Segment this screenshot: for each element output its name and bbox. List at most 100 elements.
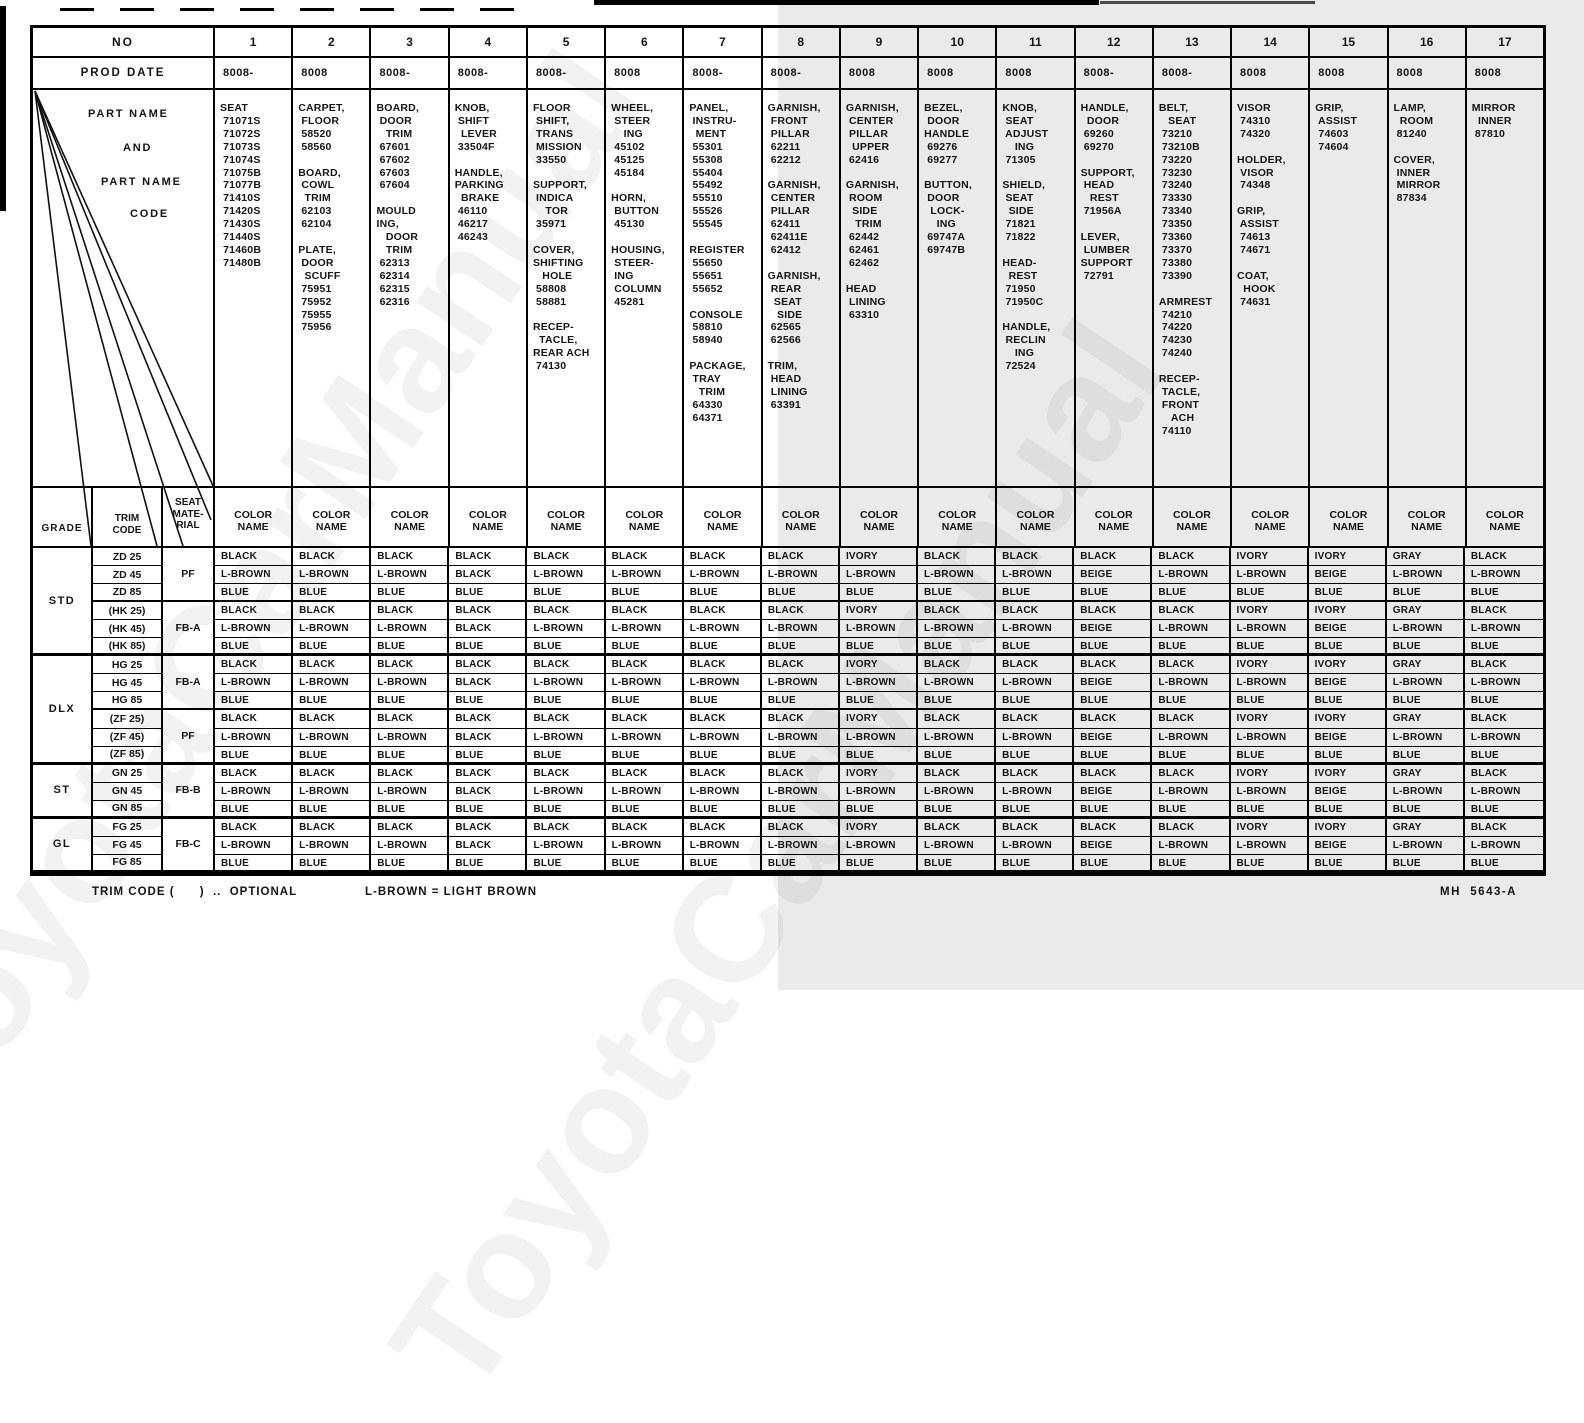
col-number-cell: 17	[1498, 35, 1512, 49]
color-cell: L-BROWN	[996, 728, 1075, 747]
color-cell: L-BROWN	[1152, 674, 1231, 693]
color-cell: BLACK	[1464, 710, 1543, 729]
color-cell: BLACK	[605, 710, 684, 729]
color-cell: BLACK	[449, 674, 528, 693]
color-cell: BLACK	[371, 818, 450, 837]
col-number-cell: 16	[1389, 28, 1467, 56]
color-cell: BLACK	[293, 602, 372, 621]
prod-date-cell: 8008-	[371, 58, 450, 88]
color-name-header-cell: COLOR NAME	[528, 488, 607, 546]
color-cell: L-BROWN	[1464, 783, 1543, 801]
color-cell: BLACK	[449, 602, 528, 621]
color-cell: L-BROWN	[605, 566, 684, 585]
color-cell: BLUE	[918, 854, 997, 873]
trim-code-cell: HG 85	[93, 692, 163, 711]
color-cell: BLUE	[996, 638, 1075, 657]
seat-material-cell: PF	[163, 710, 215, 765]
color-cell: BLACK	[761, 764, 840, 783]
color-cell: BEIGE	[1308, 728, 1387, 747]
seat-material-header-cell: SEAT MATE- RIAL	[172, 497, 204, 531]
color-cell: BEIGE	[1308, 836, 1387, 855]
color-cell: L-BROWN	[683, 836, 762, 855]
color-cell: BLUE	[527, 638, 606, 657]
footer-note-lbrown: L-BROWN = LIGHT BROWN	[365, 886, 538, 898]
parts-cell: KNOB, SHIFT LEVER 33504F HANDLE, PARKING…	[450, 90, 528, 486]
color-cell: BLUE	[293, 692, 372, 711]
col-number-cell: 2	[293, 28, 372, 56]
color-name-header-cell: COLOR NAME	[841, 488, 920, 546]
prod-date-cell: 8008-	[528, 58, 607, 88]
color-cell: BLUE	[449, 854, 528, 873]
trim-code-cell: (HK 45)	[93, 620, 163, 639]
color-cell: BLUE	[761, 800, 840, 819]
trim-code-cell: GN 85	[93, 800, 163, 819]
color-cell: BLACK	[449, 836, 528, 855]
part-name-header-cell: PART NAME AND PART NAME CODE	[33, 90, 215, 486]
color-cell: L-BROWN	[839, 782, 919, 801]
color-cell: BLACK	[996, 602, 1075, 621]
color-cell: BLACK	[1152, 818, 1231, 837]
parts-cell: FLOOR SHIFT, TRANS MISSION 33550 SUPPORT…	[528, 90, 607, 486]
color-cell: IVORY	[1230, 710, 1309, 729]
color-cell: BLACK	[293, 548, 372, 567]
color-name-header-cell: COLOR NAME	[606, 488, 685, 546]
prod-date-cell: 8008	[841, 58, 920, 88]
prod-date-cell: 8008-	[215, 58, 294, 88]
parts-cell: SEAT 71071S 71072S 71073S 71074S 71075B …	[215, 90, 294, 486]
color-cell: BLUE	[1152, 800, 1231, 819]
color-cell: BLACK	[1464, 602, 1543, 621]
color-cell: BLACK	[605, 602, 684, 621]
color-cell: BLUE	[1386, 638, 1465, 657]
color-cell: L-BROWN	[605, 674, 684, 693]
color-cell: BLACK	[449, 548, 528, 567]
trim-code-cell: (HK 25)	[93, 602, 163, 621]
color-cell: BLACK	[293, 710, 372, 729]
color-cell: BLACK	[449, 620, 528, 639]
parts-cell: GARNISH, CENTER PILLAR UPPER 62416 GARNI…	[841, 90, 920, 486]
trim-code-cell: GN 45	[93, 782, 163, 801]
color-cell: BLUE	[1152, 584, 1231, 603]
color-cell: L-BROWN	[215, 728, 294, 747]
color-cell: BLACK	[371, 710, 450, 729]
color-cell: IVORY	[1308, 710, 1387, 729]
color-cell: BEIGE	[1074, 620, 1153, 639]
color-cell: BEIGE	[1074, 674, 1153, 693]
color-cell: BLUE	[1074, 854, 1153, 873]
color-cell: BLACK	[1464, 765, 1543, 783]
color-cell: L-BROWN	[527, 674, 606, 693]
color-cell: BLUE	[1152, 746, 1231, 765]
color-cell: BLACK	[1074, 764, 1153, 783]
color-cell: BLACK	[1152, 710, 1231, 729]
prod-date-cell: 8008	[1232, 58, 1311, 88]
color-cell: BLUE	[761, 584, 840, 603]
color-cell: GRAY	[1386, 764, 1465, 783]
color-cell: BLACK	[918, 764, 997, 783]
color-cell: L-BROWN	[761, 620, 840, 639]
color-cell: BLACK	[918, 818, 997, 837]
color-cell: L-BROWN	[918, 620, 997, 639]
trim-code-cell: ZD 25	[93, 548, 163, 567]
color-cell: BLUE	[449, 746, 528, 765]
color-cell: GRAY	[1386, 710, 1465, 729]
color-cell: L-BROWN	[683, 782, 762, 801]
color-cell: BLUE	[293, 638, 372, 657]
color-cell: L-BROWN	[371, 566, 450, 585]
color-name-header-cell: COLOR NAME	[293, 488, 372, 546]
color-cell: L-BROWN	[1386, 620, 1465, 639]
color-cell: BLUE	[371, 638, 450, 657]
part-name-label-3: PART NAME	[101, 176, 182, 188]
color-cell: L-BROWN	[1230, 674, 1309, 693]
grade-cell: DLX	[33, 656, 93, 765]
col-number-cell: 10	[919, 28, 998, 56]
color-cell: L-BROWN	[839, 674, 919, 693]
color-cell: BLACK	[918, 656, 997, 675]
prod-date-cell: 8008	[293, 58, 372, 88]
color-cell: BLACK	[527, 710, 606, 729]
scan-edge-top	[594, 0, 1099, 5]
color-cell: BLUE	[293, 854, 372, 873]
color-cell: L-BROWN	[1386, 674, 1465, 693]
color-cell: BLACK	[683, 710, 762, 729]
color-cell: BLUE	[839, 854, 919, 873]
color-cell: BEIGE	[1308, 782, 1387, 801]
color-cell: BLACK	[683, 656, 762, 675]
